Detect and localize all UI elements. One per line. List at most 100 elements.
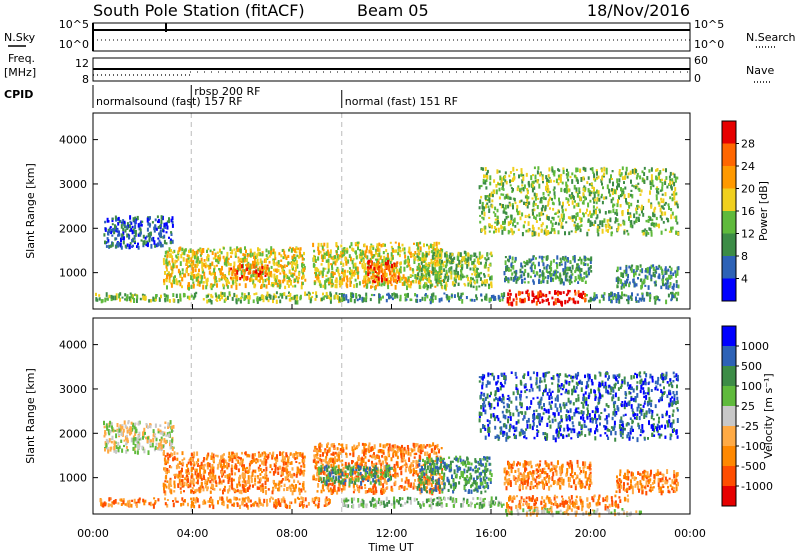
scatter-cell <box>234 279 237 284</box>
scatter-cell <box>270 284 273 287</box>
scatter-cell <box>587 228 590 232</box>
scatter-cell <box>131 230 134 235</box>
scatter-cell <box>558 291 561 295</box>
scatter-cell <box>593 193 596 199</box>
scatter-cell <box>587 202 590 208</box>
scatter-cell <box>212 504 215 510</box>
scatter-cell <box>507 504 510 508</box>
scatter-cell <box>240 457 242 461</box>
scatter-cell <box>385 249 388 253</box>
scatter-cell <box>296 254 299 258</box>
scatter-cell <box>571 172 574 176</box>
scatter-cell <box>247 496 250 499</box>
scatter-cell <box>364 263 367 268</box>
scatter-cell <box>295 260 298 264</box>
scatter-cell <box>546 204 549 207</box>
scatter-cell <box>186 254 189 257</box>
scatter-cell <box>557 230 560 235</box>
scatter-cell <box>670 267 673 272</box>
scatter-cell <box>196 479 199 485</box>
scatter-cell <box>458 275 460 281</box>
scatter-cell <box>553 494 556 497</box>
scatter-cell <box>117 234 119 237</box>
scatter-cell <box>627 296 630 301</box>
scatter-cell <box>535 257 537 260</box>
scatter-cell <box>440 504 443 508</box>
scatter-cell <box>497 503 500 507</box>
scatter-cell <box>428 245 430 250</box>
scatter-cell <box>133 298 135 303</box>
scatter-cell <box>172 263 175 269</box>
scatter-cell <box>541 258 544 263</box>
scatter-cell <box>152 503 155 509</box>
scatter-cell <box>206 253 209 257</box>
scatter-cell <box>405 293 408 298</box>
scatter-cell <box>149 299 152 303</box>
scatter-cell <box>584 263 587 266</box>
scatter-cell <box>398 253 401 258</box>
scatter-cell <box>100 299 103 304</box>
scatter-cell <box>509 220 512 224</box>
scatter-cell <box>567 171 570 177</box>
scatter-cell <box>208 299 210 303</box>
scatter-cell <box>274 295 277 299</box>
scatter-cell <box>219 496 221 501</box>
scatter-cell <box>461 292 464 296</box>
scatter-cell <box>514 225 517 228</box>
scatter-cell <box>566 168 568 172</box>
scatter-cell <box>567 216 570 219</box>
scatter-cell <box>582 166 585 171</box>
scatter-cell <box>549 507 552 511</box>
scatter-cell <box>232 265 235 271</box>
scatter-cell <box>440 297 443 302</box>
scatter-cell <box>453 277 456 282</box>
velocity-scatter-layer <box>99 318 679 518</box>
scatter-cell <box>471 277 474 281</box>
scatter-cell <box>542 262 545 266</box>
scatter-cell <box>410 280 413 286</box>
scatter-cell <box>261 265 264 270</box>
scatter-cell <box>419 257 421 261</box>
scatter-cell <box>111 223 114 226</box>
scatter-cell <box>478 206 481 210</box>
scatter-cell <box>617 223 620 226</box>
scatter-cell <box>171 257 174 263</box>
scatter-cell <box>217 463 220 468</box>
scatter-cell <box>434 285 437 288</box>
scatter-cell <box>256 486 259 490</box>
scatter-cell <box>635 266 638 271</box>
scatter-cell <box>540 199 543 204</box>
scatter-cell <box>335 269 338 272</box>
colorbar-tick-label: 16 <box>741 205 755 218</box>
scatter-cell <box>171 223 174 228</box>
scatter-cell <box>545 265 548 270</box>
scatter-cell <box>271 453 274 458</box>
scatter-cell <box>611 500 614 506</box>
scatter-cell <box>315 294 318 298</box>
scatter-cell <box>656 186 659 189</box>
scatter-cell <box>574 289 576 293</box>
scatter-cell <box>286 280 289 285</box>
scatter-cell <box>275 278 278 283</box>
scatter-cell <box>600 195 603 199</box>
scatter-cell <box>375 275 378 278</box>
scatter-cell <box>278 282 281 285</box>
scatter-cell <box>581 277 584 280</box>
scatter-cell <box>674 180 677 183</box>
scatter-cell <box>259 473 262 476</box>
scatter-cell <box>364 278 367 284</box>
scatter-cell <box>670 291 672 295</box>
scatter-cell <box>304 291 307 297</box>
scatter-cell <box>500 193 503 196</box>
scatter-cell <box>448 261 451 264</box>
scatter-cell <box>441 248 444 253</box>
scatter-cell <box>392 264 395 269</box>
scatter-cell <box>657 267 660 270</box>
scatter-cell <box>155 243 158 248</box>
scatter-cell <box>660 230 663 235</box>
scatter-cell <box>350 280 352 284</box>
scatter-cell <box>459 260 462 264</box>
scatter-cell <box>335 278 338 284</box>
scatter-cell <box>343 499 346 504</box>
scatter-cell <box>253 270 256 273</box>
